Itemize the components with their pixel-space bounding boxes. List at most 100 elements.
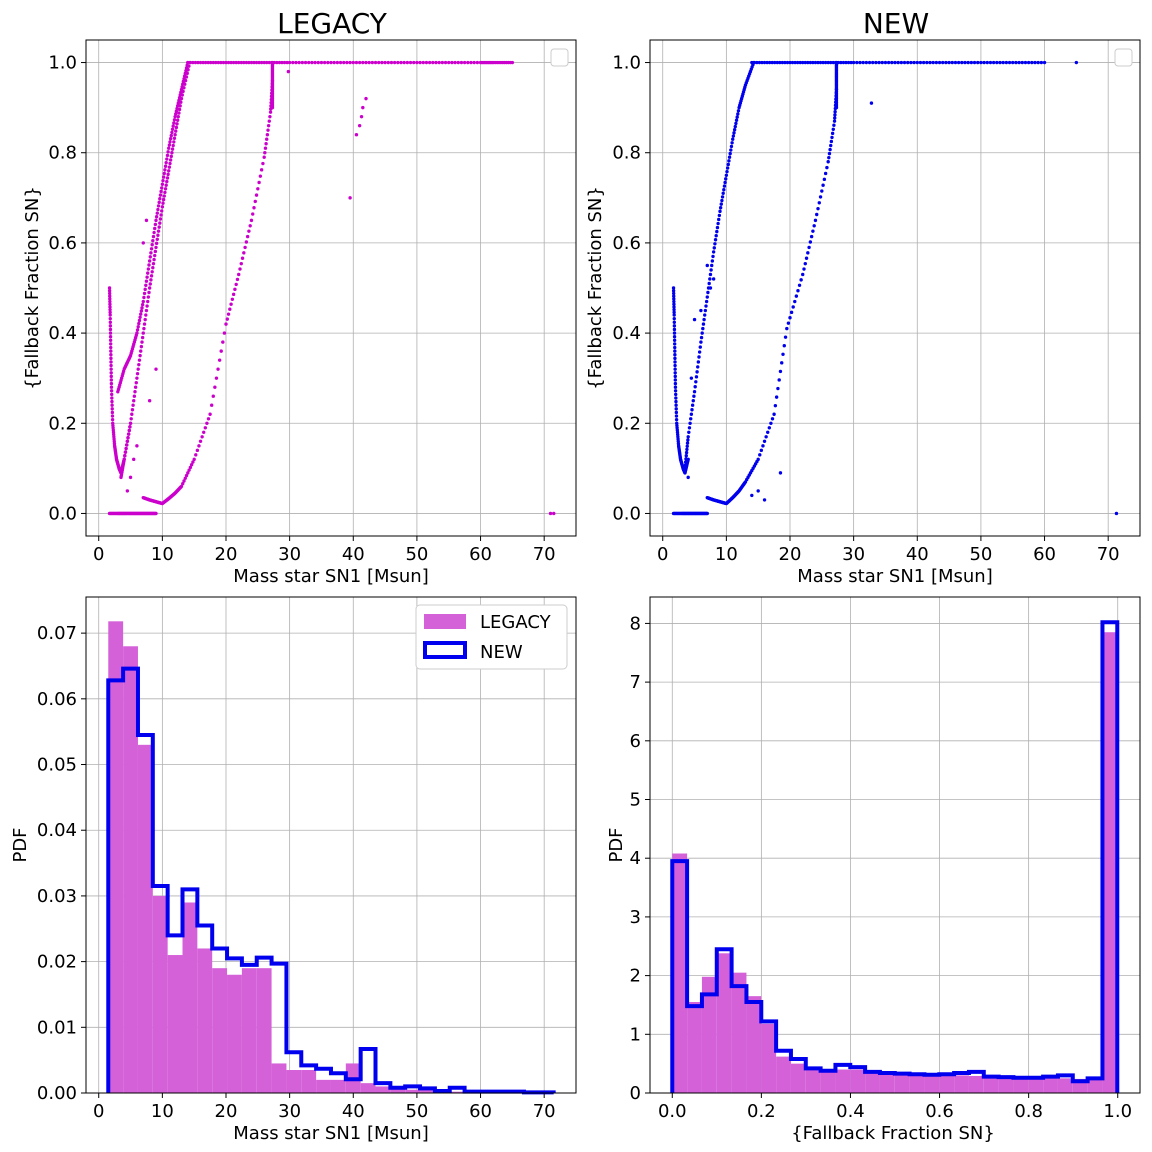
scatter-point xyxy=(140,335,145,340)
scatter-point xyxy=(673,389,678,393)
scatter-point xyxy=(855,60,859,65)
scatter-point xyxy=(109,385,114,389)
scatter-point xyxy=(141,299,145,304)
scatter-point xyxy=(925,60,929,65)
legend-new-swatch xyxy=(423,641,467,659)
scatter-point xyxy=(392,60,397,65)
scatter-point xyxy=(829,60,833,65)
scatter-point xyxy=(180,93,184,97)
scatter-point xyxy=(510,60,515,65)
histogram-bar-legacy xyxy=(1013,1077,1029,1093)
scatter-point xyxy=(673,363,677,368)
scatter-point xyxy=(267,60,271,65)
y-tick-label: 0.03 xyxy=(37,886,77,907)
scatter-point xyxy=(144,279,149,283)
scatter-point xyxy=(233,287,237,292)
scatter-point xyxy=(674,399,678,404)
scatter-point xyxy=(704,304,708,308)
scatter-point xyxy=(193,60,198,65)
scatter-point xyxy=(815,212,819,217)
scatter-point xyxy=(427,60,432,65)
scatter-point xyxy=(267,119,271,123)
scatter-point xyxy=(297,60,301,65)
scatter-point xyxy=(147,286,152,290)
scatter-point xyxy=(684,450,689,455)
scatter-point xyxy=(198,439,203,444)
legacy-title: LEGACY xyxy=(277,7,388,40)
scatter-point xyxy=(166,150,170,154)
scatter-point xyxy=(158,217,163,221)
scatter-point xyxy=(211,394,215,398)
scatter-point xyxy=(686,435,690,439)
scatter-point xyxy=(725,166,730,170)
scatter-point xyxy=(287,60,292,65)
scatter-point xyxy=(685,444,689,448)
scatter-point xyxy=(266,123,271,128)
scatter-point xyxy=(731,134,736,138)
scatter-point xyxy=(817,201,821,205)
scatter-point xyxy=(1039,60,1044,65)
scatter-point xyxy=(472,60,476,65)
scatter-point xyxy=(816,60,820,65)
scatter-point xyxy=(418,60,422,65)
histogram-bar-legacy xyxy=(375,1086,391,1093)
scatter-point xyxy=(139,309,144,313)
fallback-pdf-x-axis-label: {Fallback Fraction SN} xyxy=(791,1123,995,1144)
scatter-point xyxy=(867,60,872,65)
scatter-point xyxy=(316,60,320,65)
scatter-point xyxy=(159,213,163,217)
scatter-point xyxy=(793,299,797,304)
histogram-bar-legacy xyxy=(805,1068,821,1093)
scatter-point xyxy=(988,60,993,65)
scatter-point xyxy=(783,335,788,339)
y-tick-label: 0.8 xyxy=(612,143,641,164)
scatter-point xyxy=(869,101,874,105)
y-tick-label: 2 xyxy=(630,966,641,987)
y-tick-label: 0.04 xyxy=(37,820,77,841)
scatter-point xyxy=(830,131,835,136)
scatter-point xyxy=(686,475,690,480)
scatter-point xyxy=(1001,60,1005,65)
scatter-point xyxy=(833,113,837,117)
scatter-point xyxy=(672,316,676,321)
x-tick-label: 60 xyxy=(469,544,492,565)
scatter-point xyxy=(137,362,141,367)
scatter-point xyxy=(248,224,252,228)
scatter-point xyxy=(268,110,273,114)
scatter-point xyxy=(724,177,728,181)
scatter-point xyxy=(217,358,222,362)
scatter-point xyxy=(170,151,174,155)
y-tick-label: 1.0 xyxy=(48,53,77,74)
scatter-point xyxy=(203,60,208,65)
scatter-point xyxy=(736,109,741,113)
scatter-point xyxy=(137,318,142,323)
scatter-point xyxy=(673,345,677,350)
scatter-point xyxy=(185,71,189,76)
scatter-point xyxy=(163,168,167,172)
scatter-point xyxy=(156,204,161,208)
scatter-point xyxy=(167,169,171,173)
scatter-point xyxy=(285,60,289,65)
new-y-axis-label: {Fallback Fraction SN} xyxy=(585,186,606,390)
scatter-point xyxy=(170,130,174,135)
scatter-point xyxy=(711,254,715,259)
y-tick-label: 0.6 xyxy=(48,233,77,254)
mass-pdf-y-axis-label: PDF xyxy=(10,827,31,862)
mass-pdf-x-axis-label: Mass star SN1 [Msun] xyxy=(233,1123,428,1144)
scatter-point xyxy=(773,60,777,65)
scatter-point xyxy=(727,159,731,163)
scatter-point xyxy=(130,408,135,412)
y-tick-label: 1 xyxy=(630,1024,641,1045)
scatter-point xyxy=(396,60,400,65)
histogram-bar-legacy xyxy=(271,1063,287,1093)
y-tick-label: 0 xyxy=(630,1083,641,1104)
scatter-point xyxy=(351,60,355,65)
scatter-point xyxy=(147,290,151,295)
scatter-point xyxy=(206,60,210,65)
scatter-point xyxy=(728,151,732,156)
scatter-point xyxy=(188,60,193,65)
scatter-point xyxy=(139,312,143,316)
scatter-point xyxy=(722,184,727,188)
scatter-point xyxy=(770,60,774,65)
scatter-point xyxy=(142,326,146,331)
